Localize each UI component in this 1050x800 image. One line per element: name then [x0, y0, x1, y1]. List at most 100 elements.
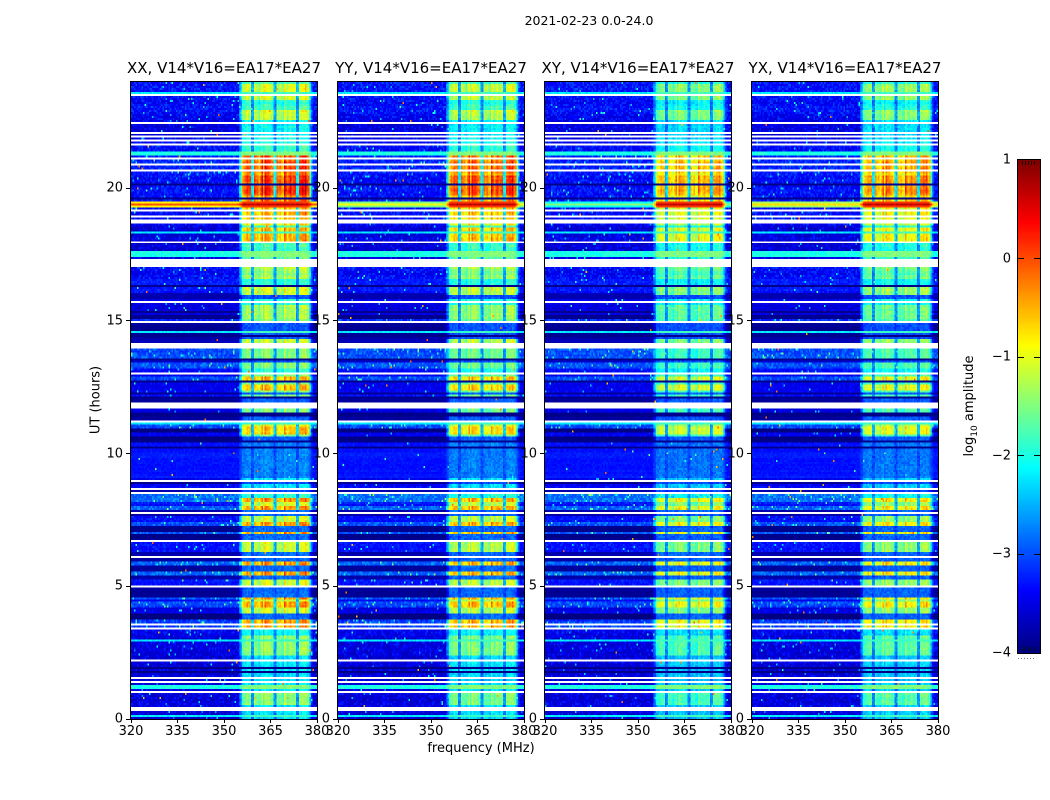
- x-axis-label: frequency (MHz): [427, 741, 535, 756]
- x-tick-label: 380: [304, 724, 330, 739]
- x-tick-label: 350: [211, 724, 237, 739]
- y-tick-mark: [540, 320, 544, 322]
- panel-xx-heatmap: [131, 82, 317, 719]
- x-tick-label: 365: [879, 724, 904, 739]
- panel-xy-heatmap: [545, 82, 731, 719]
- x-tick-mark: [798, 720, 799, 723]
- y-tick-label: 0: [528, 711, 537, 727]
- colorbar-label-log: log: [962, 436, 978, 457]
- x-tick-label: 335: [579, 724, 604, 739]
- y-tick-mark: [333, 585, 337, 587]
- x-tick-label: 350: [832, 724, 858, 739]
- x-tick-mark: [430, 720, 432, 723]
- x-tick-label: 380: [925, 724, 951, 739]
- y-tick-label: 15: [520, 313, 537, 329]
- x-tick-label: 365: [672, 724, 697, 739]
- x-tick-mark: [751, 720, 753, 723]
- y-tick-label: 0: [114, 711, 123, 727]
- panel-yx-heatmap: [752, 82, 938, 719]
- x-tick-mark: [337, 720, 339, 723]
- y-tick-mark: [333, 187, 337, 189]
- y-tick-mark: [540, 585, 544, 587]
- colorbar: [1017, 159, 1041, 654]
- colorbar-tick-dash: [1034, 455, 1040, 457]
- panel-yy: [337, 81, 525, 720]
- y-tick-label: 0: [735, 711, 744, 727]
- y-tick-label: 5: [528, 578, 537, 594]
- x-tick-mark: [844, 720, 846, 723]
- y-tick-label: 15: [727, 313, 744, 329]
- panel-yy-heatmap: [338, 82, 524, 719]
- y-tick-mark: [333, 453, 337, 455]
- y-tick-label: 10: [520, 446, 537, 462]
- x-tick-label: 335: [786, 724, 811, 739]
- y-tick-mark: [540, 453, 544, 455]
- x-tick-mark: [477, 720, 478, 723]
- panel-xy: [544, 81, 732, 720]
- y-tick-label: 20: [313, 180, 330, 196]
- y-tick-label: 10: [727, 446, 744, 462]
- colorbar-tick-label: −2: [991, 448, 1011, 464]
- x-tick-mark: [891, 720, 892, 723]
- y-tick-label: 5: [735, 578, 744, 594]
- x-tick-mark: [177, 720, 178, 723]
- x-tick-mark: [223, 720, 225, 723]
- y-tick-label: 5: [321, 578, 330, 594]
- y-tick-mark: [747, 718, 751, 720]
- x-tick-mark: [684, 720, 685, 723]
- y-tick-label: 15: [313, 313, 330, 329]
- x-tick-label: 350: [418, 724, 444, 739]
- colorbar-tick-dash: [1034, 258, 1040, 260]
- x-tick-mark: [591, 720, 592, 723]
- figure-title: 2021-02-23 0.0-24.0: [524, 13, 654, 28]
- colorbar-label-rest: amplitude: [962, 355, 978, 426]
- y-tick-mark: [747, 453, 751, 455]
- colorbar-tick-label: −4: [991, 645, 1011, 661]
- y-tick-label: 20: [106, 180, 123, 196]
- colorbar-under-dots: [1018, 658, 1035, 659]
- x-tick-mark: [316, 720, 318, 723]
- y-tick-label: 10: [106, 446, 123, 462]
- y-tick-label: 5: [114, 578, 123, 594]
- x-tick-label: 320: [739, 724, 765, 739]
- colorbar-top-hatch: [1022, 161, 1035, 165]
- panel-yx: [751, 81, 939, 720]
- y-tick-mark: [747, 187, 751, 189]
- y-tick-label: 10: [313, 446, 330, 462]
- x-tick-mark: [730, 720, 732, 723]
- y-tick-mark: [333, 718, 337, 720]
- x-tick-label: 350: [625, 724, 651, 739]
- x-tick-label: 335: [372, 724, 397, 739]
- colorbar-tick-dash: [1018, 553, 1024, 555]
- x-tick-label: 365: [258, 724, 283, 739]
- colorbar-tick-dash: [1034, 553, 1040, 555]
- panel-yx-title: YX, V14*V16=EA17*EA27: [748, 59, 942, 77]
- x-tick-label: 320: [532, 724, 558, 739]
- y-tick-mark: [747, 320, 751, 322]
- colorbar-tick-dash: [1034, 356, 1040, 358]
- panel-xx-title: XX, V14*V16=EA17*EA27: [126, 59, 322, 77]
- x-tick-label: 380: [718, 724, 744, 739]
- y-tick-mark: [126, 718, 130, 720]
- colorbar-tick-label: −3: [991, 546, 1011, 562]
- colorbar-tick-label: 1: [1002, 152, 1011, 168]
- y-tick-mark: [126, 320, 130, 322]
- y-tick-label: 15: [106, 313, 123, 329]
- colorbar-tick-dash: [1018, 258, 1024, 260]
- colorbar-tick-dash: [1018, 356, 1024, 358]
- y-tick-mark: [333, 320, 337, 322]
- x-tick-label: 335: [165, 724, 190, 739]
- y-axis-label: UT (hours): [88, 365, 104, 435]
- y-tick-mark: [540, 187, 544, 189]
- x-tick-label: 380: [511, 724, 537, 739]
- colorbar-bottom-hatch: [1022, 647, 1035, 651]
- x-tick-mark: [544, 720, 546, 723]
- x-tick-mark: [384, 720, 385, 723]
- x-tick-mark: [937, 720, 939, 723]
- panel-xx: [130, 81, 318, 720]
- colorbar-gradient: [1018, 160, 1040, 653]
- x-tick-label: 320: [325, 724, 351, 739]
- panel-xy-title: XY, V14*V16=EA17*EA27: [541, 59, 735, 77]
- y-tick-mark: [126, 187, 130, 189]
